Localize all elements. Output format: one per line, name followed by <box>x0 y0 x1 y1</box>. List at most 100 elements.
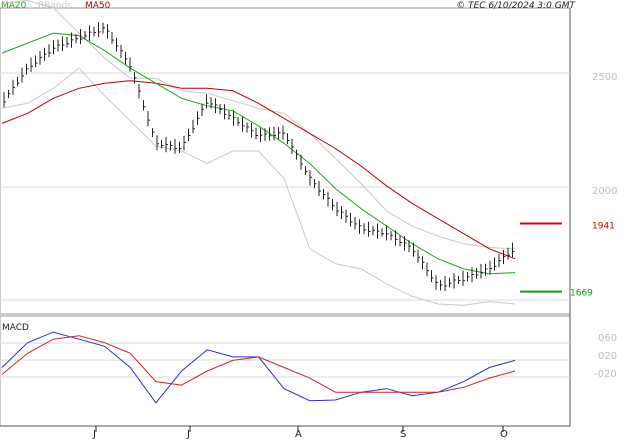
price-bar <box>66 36 69 48</box>
price-bar <box>300 154 303 170</box>
price-bar <box>30 57 33 72</box>
x-tick-label-4: S <box>400 429 406 440</box>
price-bar <box>390 231 393 241</box>
price-bar <box>134 72 137 84</box>
price-bar <box>8 89 11 98</box>
price-bar <box>327 191 330 207</box>
y-tick-2500: 2500 <box>592 72 617 83</box>
price-bar <box>161 139 164 149</box>
price-bar <box>62 36 65 52</box>
price-bar <box>305 166 308 175</box>
legend-bbands: BBands <box>38 1 72 11</box>
price-bar <box>282 125 285 140</box>
price-bar <box>21 67 24 83</box>
bbands-lower-line <box>1 67 516 306</box>
price-bar <box>156 135 159 151</box>
price-bar <box>462 270 465 286</box>
price-bar <box>471 267 474 283</box>
price-bar <box>413 242 416 257</box>
macd-label: MACD <box>2 323 29 333</box>
price-bar <box>215 98 218 114</box>
price-bar <box>368 221 371 237</box>
price-bar <box>273 126 276 141</box>
price-bar <box>192 119 195 134</box>
price-bar <box>422 256 425 270</box>
price-bar <box>89 25 92 41</box>
bbands-upper-line <box>1 0 516 250</box>
x-tick-label-2: J <box>186 429 190 440</box>
price-bar <box>80 29 83 45</box>
price-panel <box>0 7 571 315</box>
price-bar <box>440 279 443 291</box>
price-bar <box>485 263 488 276</box>
price-bar <box>498 254 501 267</box>
price-bar <box>354 217 357 230</box>
price-bar <box>201 103 204 116</box>
price-bar <box>125 51 128 65</box>
price-bar <box>503 250 506 264</box>
price-bar <box>197 111 200 125</box>
price-bar <box>228 110 231 120</box>
price-bar <box>210 97 213 109</box>
price-bar <box>12 79 15 96</box>
price-bar <box>84 31 87 40</box>
price-bar <box>242 116 245 132</box>
legend-ma50: MA50 <box>85 1 111 11</box>
price-bar <box>147 111 150 127</box>
price-bar <box>341 206 344 219</box>
price-bar <box>507 247 510 260</box>
x-tick-label-5: O <box>500 429 508 440</box>
y-tick-2000: 2000 <box>592 186 617 197</box>
price-bar <box>53 40 56 55</box>
price-bar <box>57 39 60 52</box>
price-bar <box>264 128 267 141</box>
price-bar <box>323 188 326 200</box>
price-bar <box>453 273 456 289</box>
price-bar <box>152 128 155 138</box>
price-bar <box>435 275 438 290</box>
price-bar <box>386 225 389 241</box>
price-bar <box>345 209 348 223</box>
price-bar <box>174 138 177 154</box>
price-bar <box>269 127 272 141</box>
price-bar <box>381 228 384 237</box>
price-bar <box>287 133 290 145</box>
price-bar <box>44 47 47 61</box>
price-bar <box>102 22 105 34</box>
price-bar <box>489 260 492 275</box>
copyright-text: © TEC 6/10/2024 3:0 GMT <box>456 1 576 11</box>
price-bar <box>224 104 227 120</box>
resistance-label: 1941 <box>592 221 615 231</box>
price-bar <box>165 136 168 153</box>
signal-line <box>1 335 516 393</box>
price-bar <box>431 270 434 283</box>
price-bars <box>3 22 515 292</box>
price-bar <box>260 127 263 142</box>
price-bar <box>318 180 321 197</box>
price-bar <box>314 179 317 189</box>
price-bar <box>350 212 353 227</box>
macd-tick-m020: -020 <box>594 369 617 380</box>
price-bar <box>404 236 407 251</box>
x-tick-label-3: A <box>295 429 302 440</box>
price-bar <box>170 140 173 151</box>
price-bar <box>98 22 101 38</box>
ma50-line <box>1 80 516 260</box>
price-bar <box>251 122 254 138</box>
x-tick-label-1: J <box>92 429 96 440</box>
price-bar <box>449 277 452 288</box>
price-bar <box>458 275 461 284</box>
price-bar <box>71 32 74 48</box>
macd-tick-060: 060 <box>598 333 617 344</box>
price-bar <box>372 225 375 236</box>
price-bar <box>467 272 470 282</box>
price-bar <box>75 34 78 44</box>
price-bar <box>143 100 146 111</box>
price-bar <box>480 264 483 279</box>
price-bar <box>296 149 299 160</box>
price-bar <box>17 76 20 87</box>
ma20-line <box>1 32 516 275</box>
price-bar <box>476 267 479 279</box>
price-bar <box>359 219 362 234</box>
